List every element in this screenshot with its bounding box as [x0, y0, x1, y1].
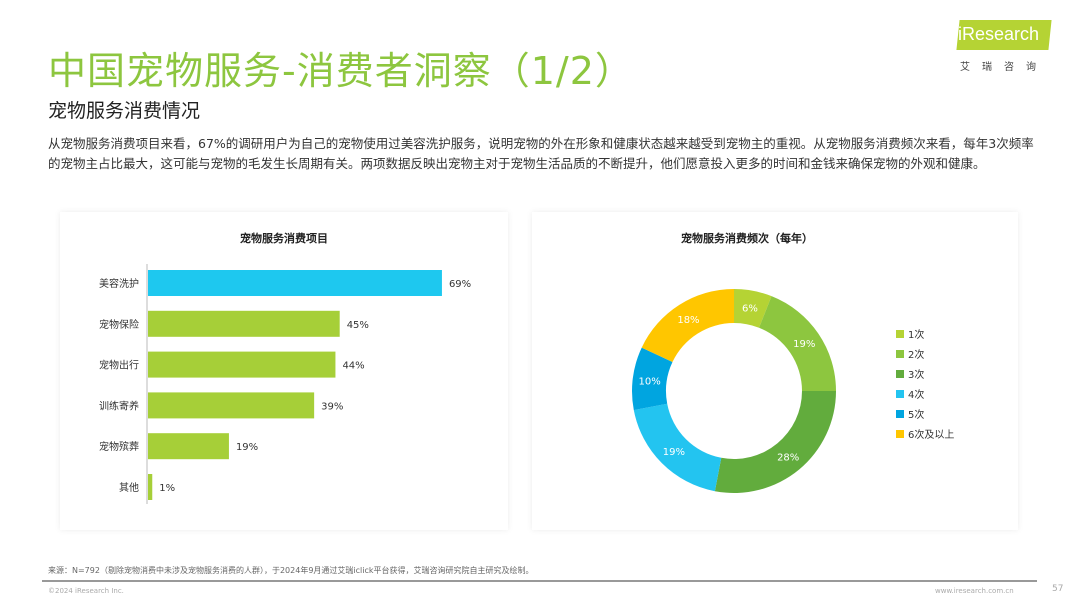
category-label: 宠物殡葬: [99, 440, 139, 453]
legend-swatch: [896, 350, 904, 358]
bar: [148, 433, 229, 460]
bar: [148, 310, 340, 337]
source-note: 来源：N=792（剔除宠物消费中未涉及宠物服务消费的人群），于2024年9月通过…: [48, 566, 534, 575]
bar: [148, 392, 315, 419]
copyright: ©2024 iResearch Inc.: [48, 587, 124, 595]
category-label: 其他: [119, 481, 139, 494]
legend-swatch: [896, 330, 904, 338]
data-label: 44%: [342, 361, 364, 372]
donut-slice: [632, 347, 673, 411]
category-label: 训练寄养: [99, 399, 139, 412]
legend-label: 5次: [908, 408, 924, 421]
category-label: 宠物保险: [99, 318, 139, 331]
category-label: 美容洗护: [99, 277, 139, 290]
legend-label: 3次: [908, 368, 924, 381]
page-title: 中国宠物服务-消费者洞察（1/2）: [48, 49, 634, 93]
donut-slice: [759, 296, 836, 391]
bar: [148, 270, 442, 296]
donut-slice: [714, 391, 836, 493]
category-label: 宠物出行: [99, 359, 139, 372]
bar: [148, 351, 336, 378]
donut-slice: [734, 289, 772, 328]
donut-chart-title: 宠物服务消费频次（每年）: [681, 232, 813, 245]
footer-divider: [42, 580, 1037, 582]
description: 从宠物服务消费项目来看，67%的调研用户为自己的宠物使用过美容洗护服务，说明宠物…: [48, 136, 1034, 171]
website-url: www.iresearch.com.cn: [935, 587, 1014, 595]
bar-chart: 美容洗护 69% 宠物保险 45% 宠物出行 44% 训练寄养 39% 宠物殡葬 19% 其他 1%: [99, 264, 471, 504]
data-label: 69%: [449, 279, 471, 290]
data-label: 45%: [347, 320, 369, 331]
legend-swatch: [896, 410, 904, 418]
slice-label: 19%: [793, 339, 815, 350]
legend-label: 6次及以上: [908, 428, 954, 441]
legend-label: 4次: [908, 388, 924, 401]
slice-label: 19%: [663, 447, 685, 458]
donut-slice: [641, 289, 734, 363]
bar-chart-title: 宠物服务消费项目: [240, 232, 328, 245]
legend-swatch: [896, 430, 904, 438]
donut-slice: [633, 403, 722, 492]
legend-swatch: [896, 390, 904, 398]
data-label: 19%: [236, 442, 258, 453]
donut-chart: 6% 1次 19% 2次 28% 3次 19% 4次 10% 5次 18% 6次及以上: [632, 289, 954, 493]
data-label: 39%: [321, 401, 343, 412]
slice-label: 10%: [639, 376, 661, 387]
donut-chart-card: 宠物服务消费频次（每年） 6% 1次 19% 2次 28% 3次 19% 4次 10% 5次 18%…: [532, 212, 1018, 530]
slice-label: 18%: [677, 315, 699, 326]
legend-label: 1次: [908, 328, 924, 341]
legend-label: 2次: [908, 348, 924, 361]
page-number: 57: [1052, 584, 1064, 594]
bar: [148, 474, 153, 500]
slice-label: 28%: [777, 452, 799, 463]
section-subtitle: 宠物服务消费情况: [48, 100, 201, 122]
data-label: 1%: [159, 483, 175, 494]
legend-swatch: [896, 370, 904, 378]
bar-chart-card: 宠物服务消费项目 美容洗护 69% 宠物保险 45% 宠物出行 44% 训练寄养 39% 宠物殡…: [60, 212, 508, 530]
slice-label: 6%: [742, 304, 758, 315]
